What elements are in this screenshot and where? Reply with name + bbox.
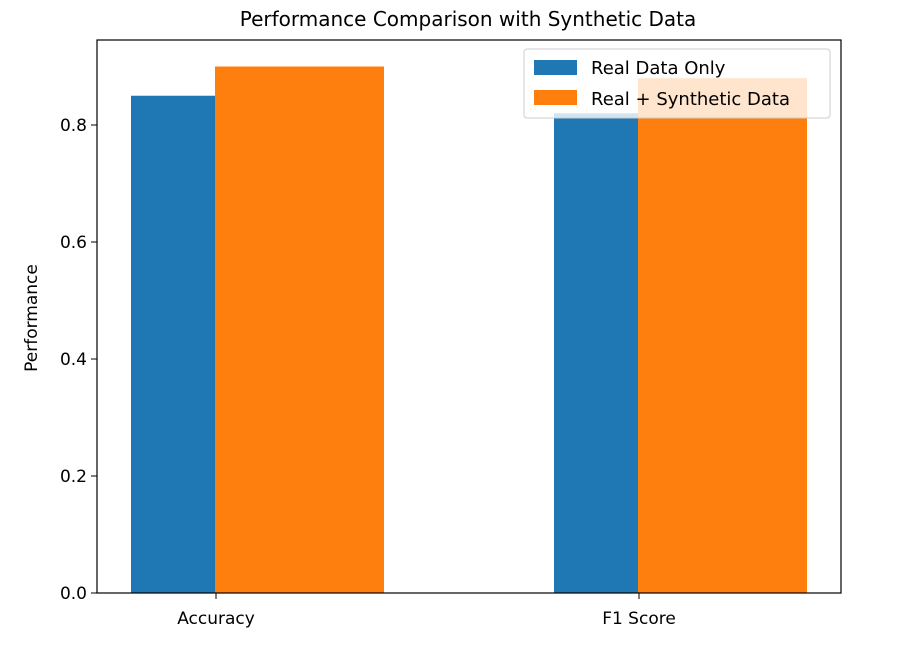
chart-title: Performance Comparison with Synthetic Da…: [240, 7, 697, 31]
legend: Real Data Only Real + Synthetic Data: [523, 48, 831, 119]
y-tick-label: 0.6: [60, 233, 87, 253]
bar-f1-score-series-0: [554, 113, 638, 594]
legend-label-real-data-only: Real Data Only: [591, 58, 726, 79]
plot-frame: [96, 39, 842, 594]
bar-accuracy-series-1: [215, 66, 384, 593]
y-tick-label: 0.2: [60, 467, 87, 487]
y-tick-label: 0.8: [60, 116, 87, 136]
bars-group: [131, 66, 807, 594]
legend-swatch-real-plus-synthetic: [534, 90, 577, 105]
legend-box: [523, 48, 831, 119]
bar-f1-score-series-1: [638, 78, 807, 593]
y-tick-label: 0.0: [60, 584, 87, 604]
x-tick-label-f1-score: F1 Score: [602, 609, 676, 629]
y-axis-label: Performance: [22, 264, 42, 372]
y-ticks: 0.0 0.2 0.4 0.6 0.8: [60, 116, 97, 604]
x-ticks: Accuracy F1 Score: [177, 593, 676, 629]
y-tick-label: 0.4: [60, 350, 87, 370]
x-tick-label-accuracy: Accuracy: [177, 609, 255, 629]
legend-swatch-real-data-only: [534, 60, 577, 75]
legend-label-real-plus-synthetic: Real + Synthetic Data: [591, 89, 790, 110]
bar-accuracy-series-0: [131, 95, 215, 593]
